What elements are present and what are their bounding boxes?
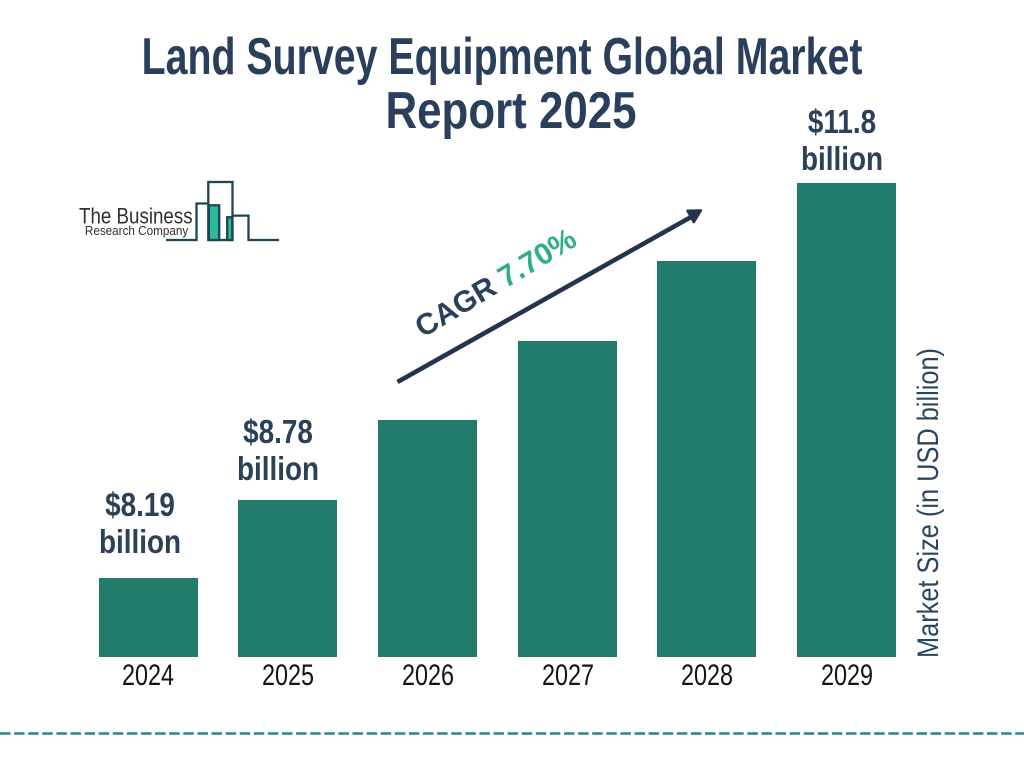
svg-text:Market Size (in USD billion): Market Size (in USD billion) <box>912 348 945 658</box>
svg-text:The Business: The Business <box>79 204 193 229</box>
svg-text:Research Company: Research Company <box>85 223 189 238</box>
